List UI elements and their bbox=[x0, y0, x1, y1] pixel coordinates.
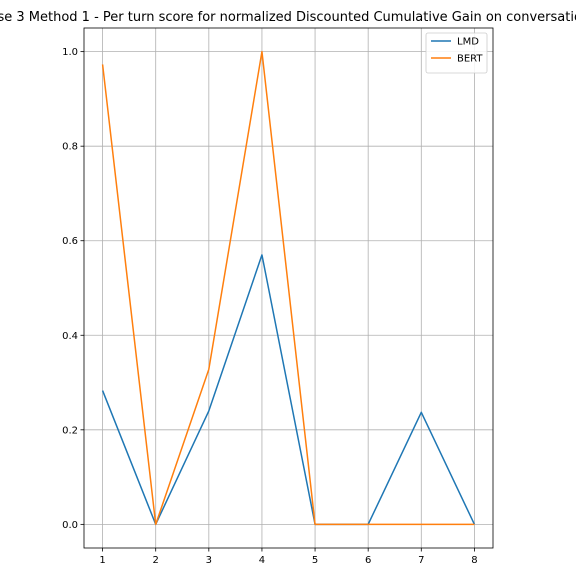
x-tick-label: 5 bbox=[312, 555, 318, 566]
legend: LMD BERT bbox=[425, 32, 488, 74]
plot-area-frame bbox=[83, 27, 494, 549]
x-tick-label: 6 bbox=[365, 555, 371, 566]
series-line-lmd bbox=[101, 254, 476, 526]
x-tick-label: 4 bbox=[259, 555, 265, 566]
x-tick-label: 8 bbox=[471, 555, 477, 566]
series-lines bbox=[101, 50, 476, 526]
y-tick-label: 0.6 bbox=[62, 236, 78, 247]
chart-title: Phase 3 Method 1 - Per turn score for no… bbox=[0, 10, 576, 25]
x-tick-label: 1 bbox=[99, 555, 105, 566]
axes: 1 2 3 4 5 6 7 8 0.0 0.2 0.4 0.6 0.8 1.0 bbox=[62, 47, 478, 566]
x-tick-label: 3 bbox=[206, 555, 212, 566]
legend-box bbox=[425, 32, 488, 74]
y-tick-label: 0.2 bbox=[62, 425, 78, 436]
x-tick-label: 2 bbox=[153, 555, 159, 566]
legend-label: BERT bbox=[457, 54, 483, 65]
x-tick-label: 7 bbox=[418, 555, 424, 566]
legend-label: LMD bbox=[457, 37, 479, 48]
y-tick-label: 0.0 bbox=[62, 520, 78, 531]
y-tick-label: 0.8 bbox=[62, 142, 78, 153]
grid bbox=[84, 28, 493, 548]
y-tick-label: 0.4 bbox=[62, 331, 78, 342]
y-tick-label: 1.0 bbox=[62, 47, 78, 58]
series-line-bert bbox=[101, 50, 475, 526]
